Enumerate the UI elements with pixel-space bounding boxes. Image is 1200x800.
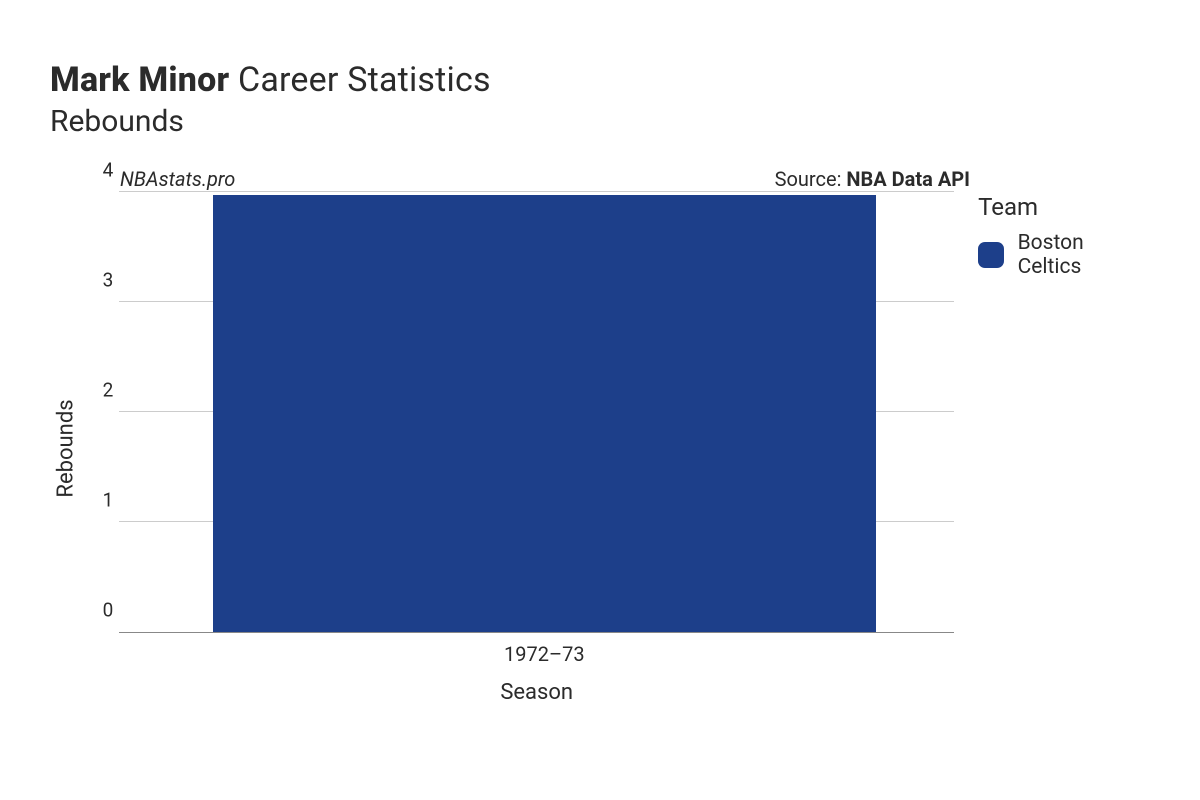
y-tick-label: 2 [103, 379, 114, 402]
y-axis-label: Rebounds [54, 399, 79, 497]
plot-area: Season 1972–73 [119, 193, 954, 633]
source-prefix: Source: [775, 167, 847, 191]
y-tick-label: 4 [103, 159, 114, 182]
y-tick-label: 0 [103, 599, 114, 622]
gridline [119, 191, 954, 192]
legend-item-label: Boston Celtics [1018, 231, 1150, 279]
chart-subtitle: Rebounds [50, 104, 1150, 139]
legend-item: Boston Celtics [978, 231, 1150, 279]
meta-row: NBAstats.pro Source: NBA Data API [120, 167, 970, 191]
chart-container: Mark Minor Career Statistics Rebounds NB… [0, 0, 1200, 800]
y-tick-label: 3 [103, 269, 114, 292]
chart-area: Rebounds 01234 Season 1972–73 Team Bosto… [50, 193, 1150, 703]
chart-title: Mark Minor Career Statistics [50, 60, 1150, 100]
legend-title: Team [978, 193, 1150, 221]
legend: Team Boston Celtics [978, 193, 1150, 703]
x-axis-label: Season [500, 680, 573, 705]
legend-items: Boston Celtics [978, 231, 1150, 279]
watermark: NBAstats.pro [120, 167, 235, 191]
y-axis-label-wrap: Rebounds [50, 193, 82, 703]
legend-chip-icon [978, 242, 1004, 268]
title-player-name: Mark Minor [50, 60, 229, 100]
y-tick-label: 1 [103, 489, 114, 512]
x-tick-label: 1972–73 [504, 642, 585, 666]
title-suffix: Career Statistics [238, 60, 491, 100]
bar [213, 195, 876, 632]
source-value: NBA Data API [846, 167, 970, 191]
y-axis-ticks: 01234 [82, 193, 119, 633]
source-label: Source: NBA Data API [775, 167, 970, 191]
